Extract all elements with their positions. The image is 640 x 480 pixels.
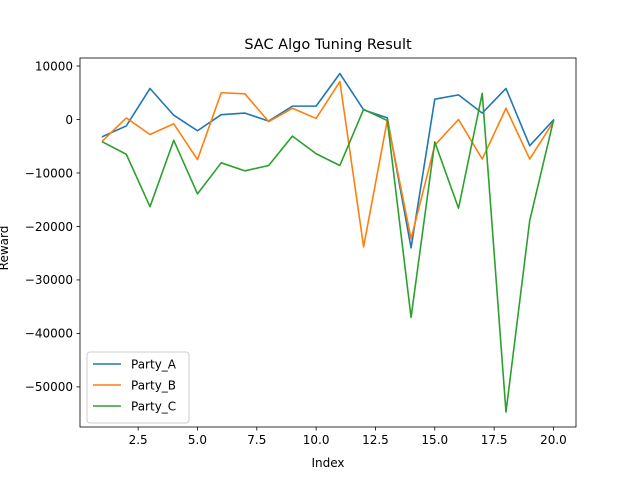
y-tick-label: −50000 bbox=[25, 380, 73, 394]
x-axis-title: Index bbox=[311, 456, 344, 470]
chart-title: SAC Algo Tuning Result bbox=[244, 37, 412, 53]
x-tick-label: 2.5 bbox=[129, 433, 148, 447]
series-line-party-c bbox=[101, 92, 555, 413]
x-tick-label: 10.0 bbox=[303, 433, 330, 447]
legend-label: Party_A bbox=[131, 357, 177, 371]
x-tick-label: 5.0 bbox=[188, 433, 207, 447]
legend-label: Party_C bbox=[131, 399, 176, 413]
y-tick-label: −10000 bbox=[25, 166, 73, 180]
legend: Party_A Party_B Party_C bbox=[86, 351, 190, 424]
y-tick-label: −30000 bbox=[25, 273, 73, 287]
x-tick-label: 12.5 bbox=[362, 433, 389, 447]
axes-frame bbox=[79, 57, 577, 428]
legend-label: Party_B bbox=[131, 378, 176, 392]
plot-area bbox=[101, 72, 555, 413]
x-tick-label: 17.5 bbox=[481, 433, 508, 447]
y-tick-label: 10000 bbox=[35, 59, 73, 73]
y-tick-label: −20000 bbox=[25, 220, 73, 234]
y-axis-title: Reward bbox=[0, 226, 11, 271]
x-tick-label: 20.0 bbox=[540, 433, 567, 447]
x-tick-label: 15.0 bbox=[421, 433, 448, 447]
x-axis: 2.5 5.0 7.5 10.0 12.5 15.0 17.5 20.0 bbox=[129, 427, 567, 447]
series-line-party-b bbox=[101, 80, 555, 248]
y-tick-label: −40000 bbox=[25, 327, 73, 341]
x-tick-label: 7.5 bbox=[247, 433, 266, 447]
y-tick-label: 0 bbox=[65, 113, 73, 127]
y-axis: 10000 0 −10000 −20000 −30000 −40000 −50000 bbox=[25, 59, 80, 394]
